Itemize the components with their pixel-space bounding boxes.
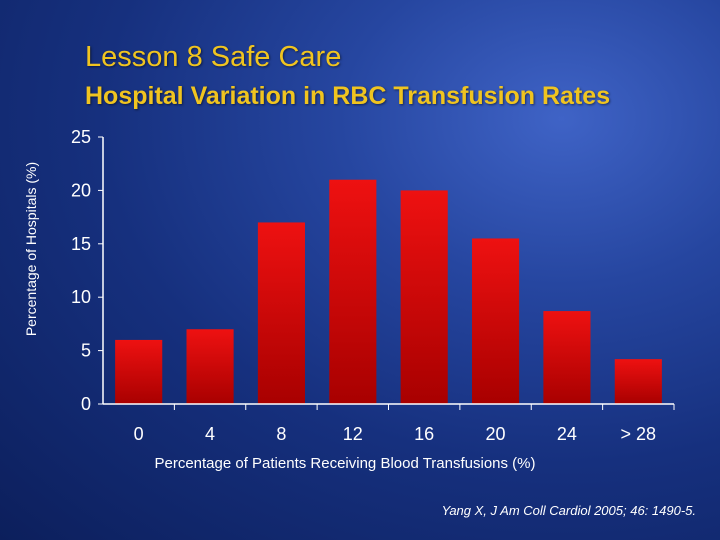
y-tick-label: 10 bbox=[71, 287, 91, 307]
x-tick-label: 0 bbox=[134, 424, 144, 444]
bar bbox=[543, 311, 591, 404]
chart-title: Hospital Variation in RBC Transfusion Ra… bbox=[85, 82, 611, 110]
slide-title: Lesson 8 Safe Care bbox=[85, 41, 342, 73]
bar bbox=[472, 238, 520, 404]
x-tick-label: > 28 bbox=[621, 424, 657, 444]
y-tick-label: 5 bbox=[81, 341, 91, 361]
bar bbox=[329, 179, 377, 404]
bar bbox=[614, 359, 662, 404]
bar bbox=[115, 339, 163, 404]
bar bbox=[186, 329, 234, 404]
y-tick-label: 20 bbox=[71, 180, 91, 200]
citation: Yang X, J Am Coll Cardiol 2005; 46: 1490… bbox=[441, 503, 696, 518]
x-tick-label: 24 bbox=[557, 424, 577, 444]
x-tick-label: 8 bbox=[276, 424, 286, 444]
x-tick-label: 12 bbox=[343, 424, 363, 444]
x-tick-label: 20 bbox=[486, 424, 506, 444]
bar bbox=[400, 190, 448, 404]
x-axis-label: Percentage of Patients Receiving Blood T… bbox=[154, 455, 536, 472]
bar bbox=[257, 222, 305, 404]
x-tick-label: 16 bbox=[414, 424, 434, 444]
y-tick-label: 25 bbox=[71, 127, 91, 147]
x-tick-label: 4 bbox=[205, 424, 215, 444]
y-tick-label: 0 bbox=[81, 394, 91, 414]
y-tick-label: 15 bbox=[71, 234, 91, 254]
